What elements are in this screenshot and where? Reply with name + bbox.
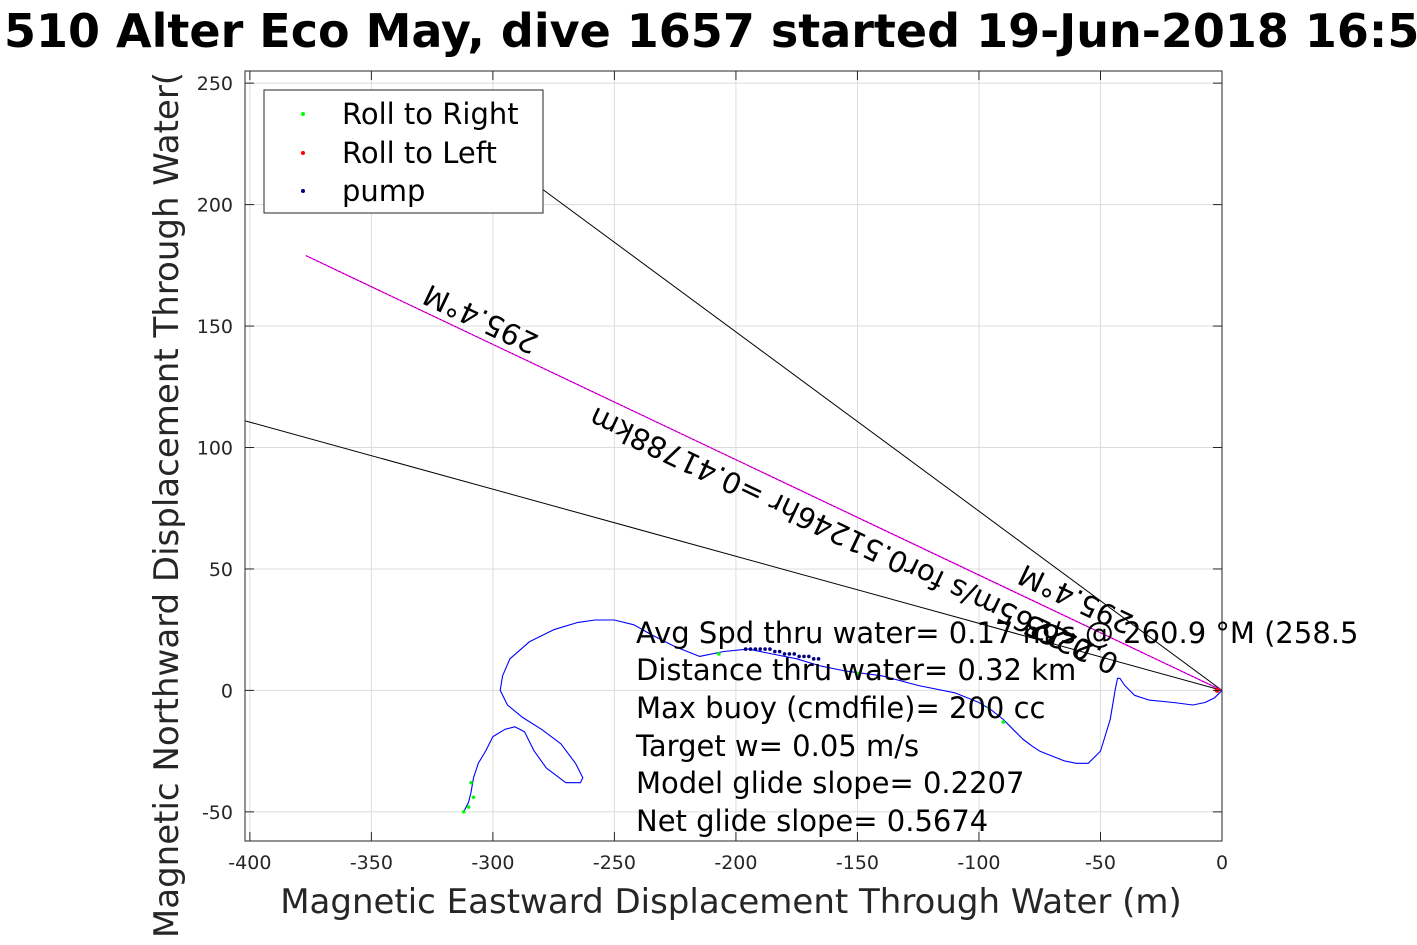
- x-tick-label: -200: [714, 852, 757, 874]
- x-tick-label: -400: [228, 852, 271, 874]
- roll-right-point: [855, 671, 860, 676]
- pump-point: [758, 647, 763, 651]
- ticks: -400 -350 -300 -250 -200 -150 -100 -50 0 -50 0 50 10…: [197, 71, 1228, 874]
- track-line: [463, 619, 1222, 813]
- stat-net-glide: Net glide slope= 0.5674: [636, 804, 988, 838]
- roll-right-point: [1001, 720, 1006, 724]
- y-tick-label: 100: [197, 437, 233, 459]
- legend-label-roll-left: Roll to Left: [342, 136, 497, 170]
- pump-point: [816, 657, 821, 661]
- stat-target-w: Target w= 0.05 m/s: [635, 729, 919, 763]
- x-axis-label: Magnetic Eastward Displacement Through W…: [280, 882, 1182, 922]
- roll-right-point: [466, 805, 471, 809]
- pump-point: [782, 652, 787, 656]
- stat-max-buoy: Max buoy (cmdfile)= 200 cc: [636, 691, 1045, 725]
- x-tick-label: -350: [350, 852, 393, 874]
- legend: Roll to Right Roll to Left pump: [263, 89, 544, 214]
- pump-point: [792, 652, 797, 656]
- stat-avg-speed: Avg Spd thru water= 0.17 m/s @ 260.9 °M …: [636, 616, 1358, 650]
- x-tick-label: -300: [471, 852, 514, 874]
- stat-model-glide: Model glide slope= 0.2207: [636, 766, 1024, 800]
- x-tick-label: 0: [1216, 852, 1228, 874]
- legend-marker-roll-right: [301, 112, 305, 116]
- cone-line: [516, 170, 1222, 691]
- legend-marker-pump: [301, 189, 305, 193]
- axes-box: [244, 70, 1223, 842]
- roll-right-point: [469, 780, 473, 785]
- heading-annotation-upper: 295.4°M: [418, 277, 543, 360]
- roll-right-point: [471, 795, 476, 800]
- pump-point: [763, 647, 767, 651]
- cone-line: [245, 420, 1222, 691]
- legend-box: [263, 89, 544, 214]
- y-tick-label: 150: [197, 316, 233, 338]
- legend-marker-roll-left: [301, 151, 305, 155]
- roll-right-point: [717, 652, 721, 656]
- chart-title: 510 Alter Eco May, dive 1657 started 19-…: [4, 4, 1417, 58]
- x-tick-label: -250: [593, 852, 636, 874]
- pump-point: [777, 649, 782, 654]
- legend-label-roll-right: Roll to Right: [342, 97, 519, 131]
- heading-line-overlay: [305, 255, 1222, 691]
- y-tick-label: 250: [197, 73, 233, 95]
- roll-right-point: [986, 705, 991, 710]
- roll-right-point: [461, 810, 466, 814]
- x-tick-label: -150: [836, 852, 879, 874]
- pump-point: [802, 654, 806, 659]
- pump-point: [773, 649, 777, 654]
- pump-point: [743, 647, 748, 651]
- grid: [245, 71, 1223, 841]
- pump-point: [748, 647, 753, 651]
- pump-point: [797, 654, 801, 659]
- pump-point: [753, 647, 758, 651]
- stats-block: Avg Spd thru water= 0.17 m/s @ 260.9 °M …: [635, 616, 1358, 838]
- stat-distance: Distance thru water= 0.32 km: [636, 653, 1076, 687]
- pump-point: [787, 652, 792, 656]
- legend-label-pump: pump: [342, 174, 425, 208]
- x-tick-label: -100: [957, 852, 1000, 874]
- y-tick-label: 0: [221, 680, 233, 702]
- pump-point: [768, 647, 772, 651]
- y-axis-label: Magnetic Northward Displacement Through …: [147, 72, 187, 938]
- x-tick-label: -50: [1085, 852, 1116, 874]
- y-tick-label: 50: [209, 559, 233, 581]
- data-layer: [245, 170, 1222, 814]
- y-tick-label: 200: [197, 195, 233, 217]
- pump-point: [811, 657, 816, 661]
- pump-point: [807, 654, 811, 659]
- y-tick-label: -50: [202, 802, 233, 824]
